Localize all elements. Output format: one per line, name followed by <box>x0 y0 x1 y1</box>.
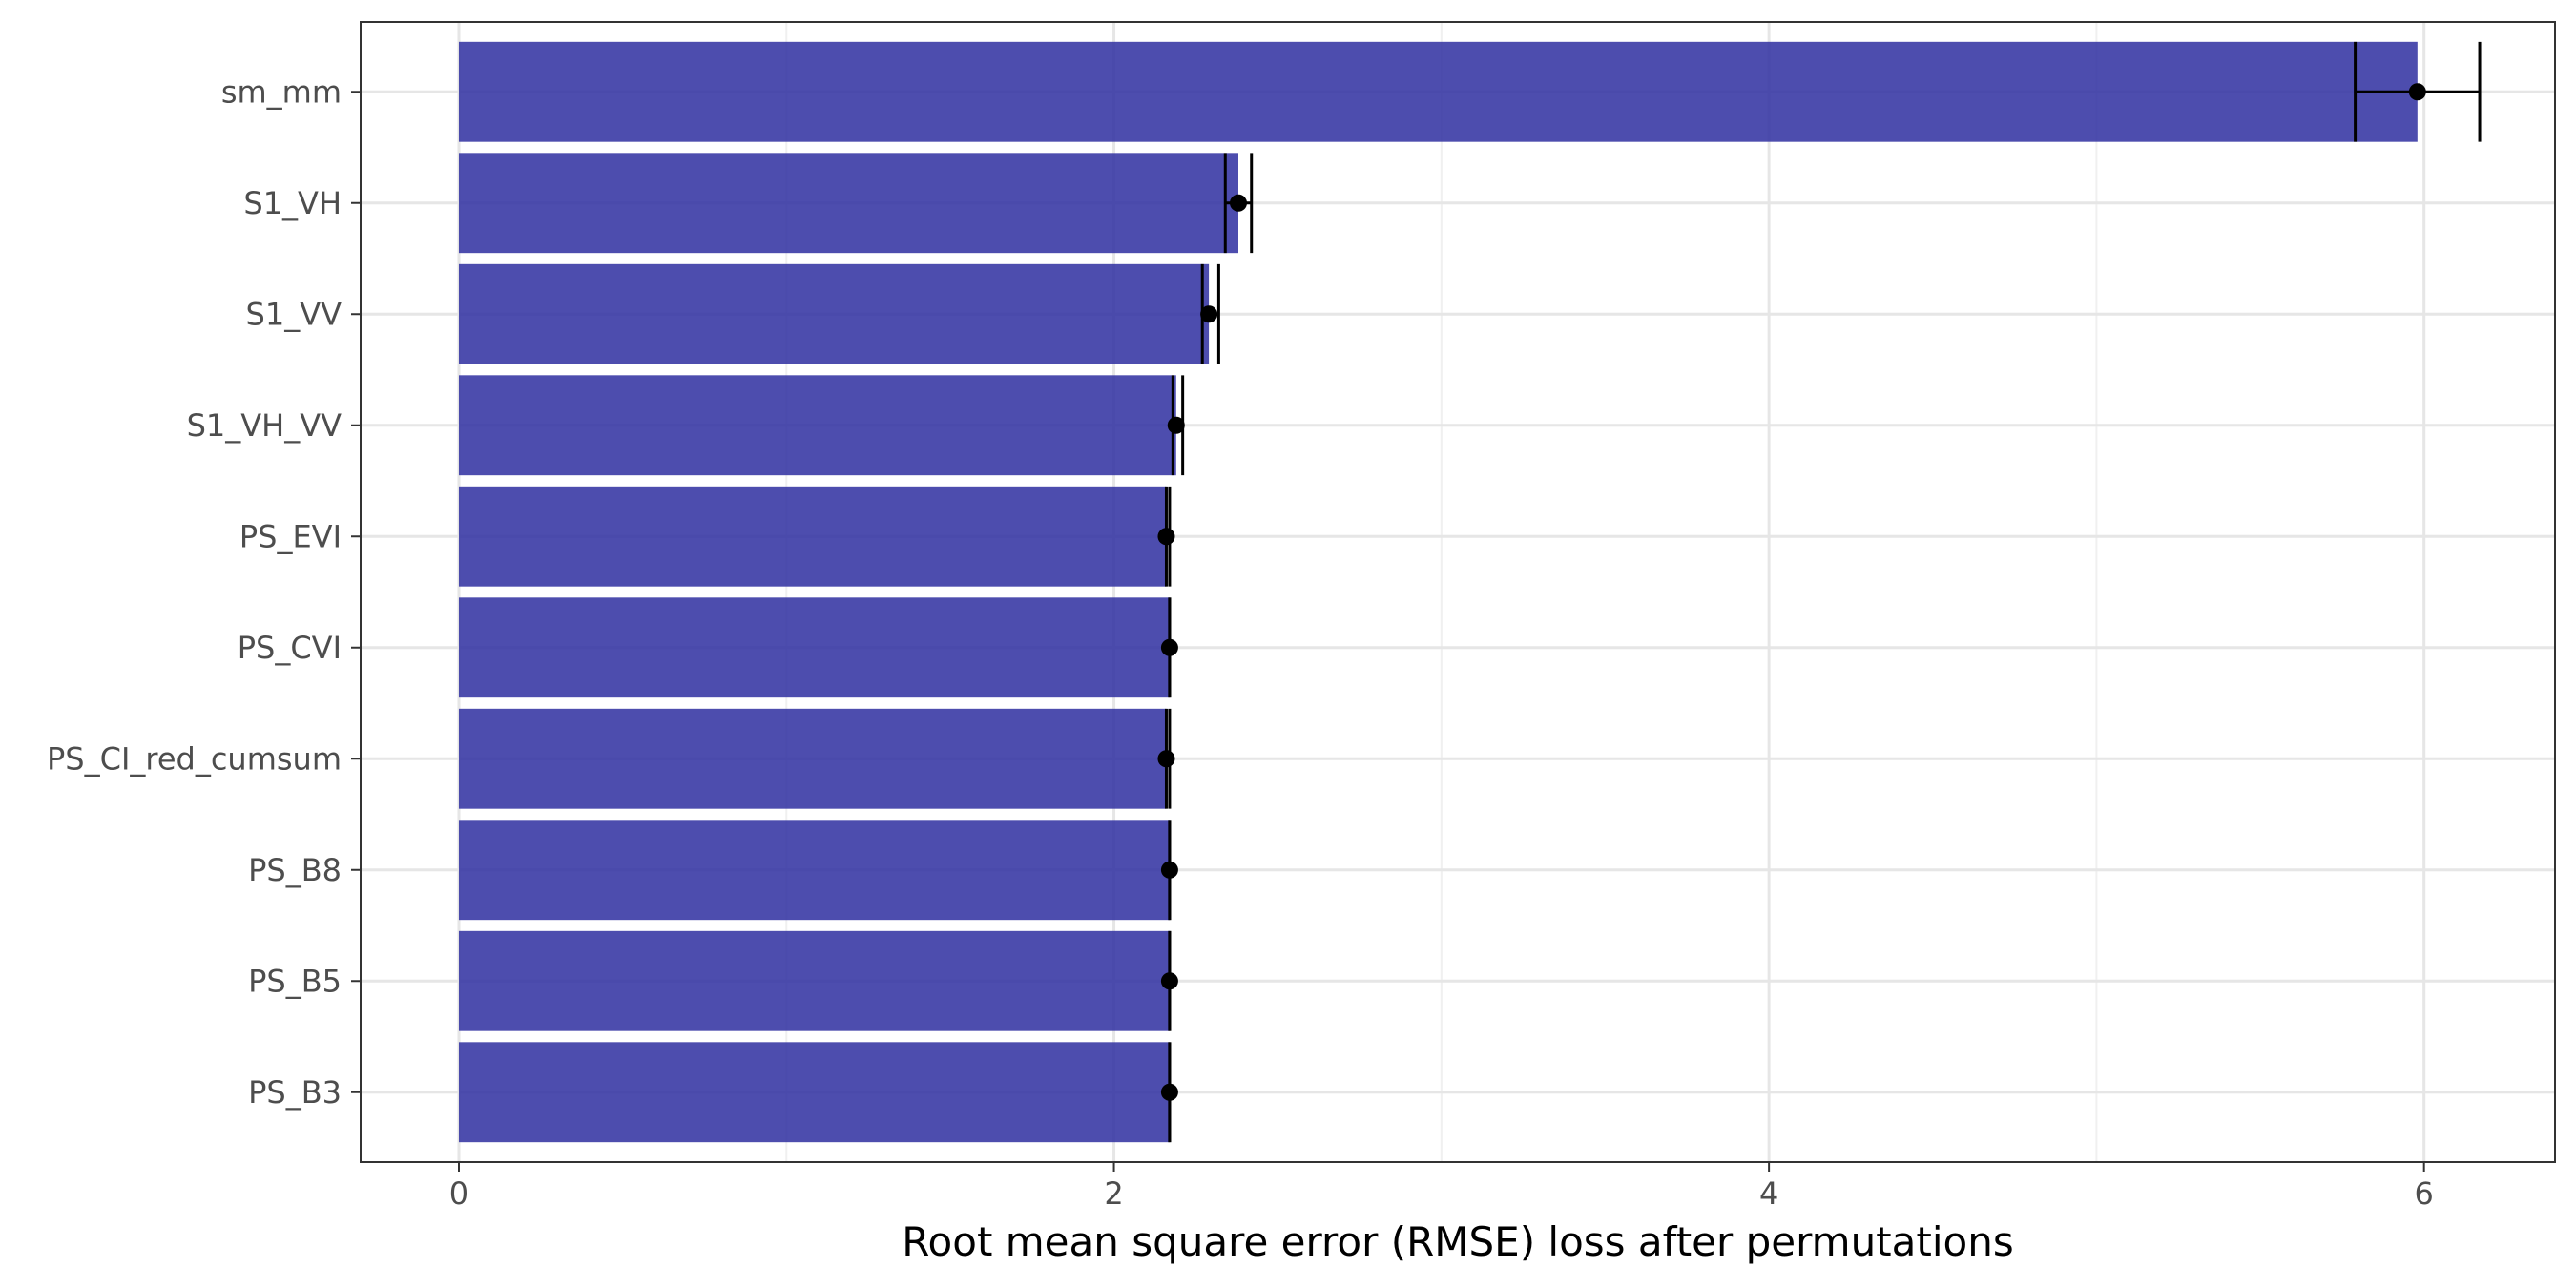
mean-point <box>1230 194 1247 212</box>
panel-border <box>360 21 2556 1163</box>
mean-point <box>1157 528 1175 546</box>
mean-point <box>1160 972 1178 990</box>
bar <box>458 153 1238 254</box>
bar <box>458 597 1170 698</box>
y-tick-label: PS_CI_red_cumsum <box>47 740 342 777</box>
x-tick-label: 4 <box>1759 1175 1778 1212</box>
mean-point <box>2408 83 2426 101</box>
x-tick-label: 6 <box>2415 1175 2434 1212</box>
mean-point <box>1160 1083 1178 1101</box>
mean-point <box>1200 305 1218 323</box>
y-tick-label: PS_B3 <box>248 1074 342 1111</box>
bar <box>458 41 2418 142</box>
y-tick-label: PS_EVI <box>239 518 342 554</box>
x-axis-title: Root mean square error (RMSE) loss after… <box>902 1218 2013 1265</box>
bar <box>458 820 1170 921</box>
bar <box>458 263 1210 364</box>
y-tick-label: S1_VV <box>246 296 343 332</box>
y-tick-label: S1_VH <box>243 185 342 221</box>
mean-point <box>1167 416 1185 434</box>
bar <box>458 486 1167 587</box>
y-axis-ticks: sm_mm S1_VH S1_VV S1_VH_VV PS_EVI PS_CVI PS_CI… <box>47 73 361 1111</box>
y-tick-label: PS_B5 <box>248 963 342 999</box>
bar <box>458 1042 1170 1143</box>
error-bars <box>1164 41 2482 1143</box>
y-tick-label: PS_CVI <box>238 630 342 666</box>
mean-point <box>1160 638 1178 656</box>
y-tick-label: S1_VH_VV <box>187 407 343 444</box>
x-tick-label: 0 <box>449 1175 468 1212</box>
mean-point <box>1160 861 1178 879</box>
mean-point <box>1157 750 1175 768</box>
x-tick-label: 2 <box>1104 1175 1123 1212</box>
y-tick-label: sm_mm <box>221 73 342 110</box>
bar <box>458 375 1176 476</box>
bar <box>458 708 1167 809</box>
x-axis-ticks: 0 2 4 6 <box>449 1162 2434 1212</box>
bar <box>458 930 1170 1031</box>
mean-points <box>1157 83 2426 1101</box>
bars <box>458 41 2418 1143</box>
y-tick-label: PS_B8 <box>248 852 342 888</box>
